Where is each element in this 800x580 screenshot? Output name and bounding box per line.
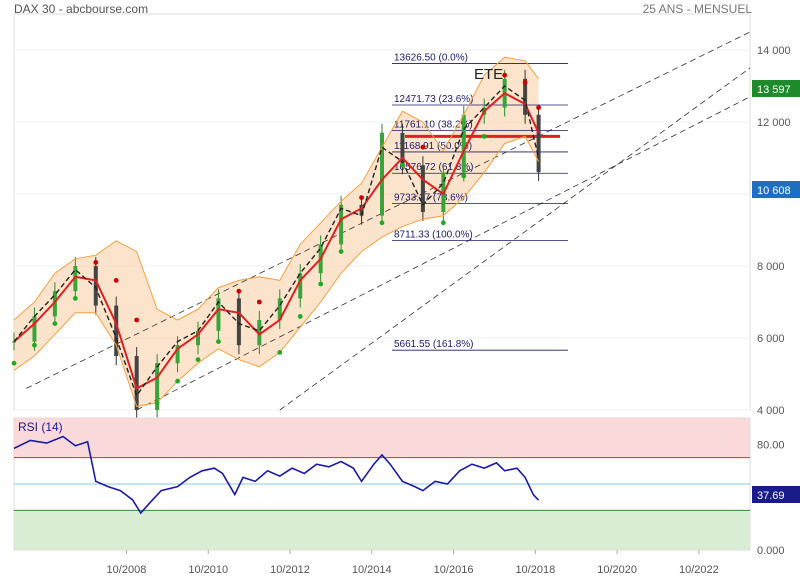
price-bar-body [236, 298, 241, 346]
sar-dot [236, 288, 242, 294]
sar-dot [420, 144, 426, 150]
fibonacci-level-label: 11168.91 (50.0%) [394, 141, 472, 152]
sar-dot [216, 339, 221, 344]
price-bar-body [523, 78, 528, 115]
rsi-oversold-zone [14, 510, 750, 550]
rsi-value-tag-label: 37.69 [757, 490, 785, 502]
price-bar-body [32, 316, 37, 342]
x-tick-label: 10/2008 [107, 564, 147, 576]
price-bar-body [257, 320, 262, 346]
fibonacci-level-label: 9733.27 (78.6%) [394, 193, 468, 204]
sar-dot [32, 342, 37, 348]
trend-channel-line [279, 67, 751, 411]
price-bar-body [52, 291, 57, 317]
price-bar-body [134, 356, 139, 410]
trend-channel-line [136, 96, 751, 411]
price-bar-body [216, 298, 221, 331]
price-bar-body [196, 330, 200, 346]
x-axis: 10/2008 10/2010 10/2012 10/2014 10/2016 10/20… [107, 550, 719, 576]
y-tick-label: 4 000 [757, 405, 785, 417]
sar-dot [318, 281, 324, 287]
sar-dot [359, 195, 364, 201]
rsi-value-tag [752, 486, 800, 503]
price-bar-body [380, 132, 384, 216]
rsi-line [13, 435, 540, 515]
rsi-overbought-zone [14, 418, 750, 458]
last-price-tag [752, 80, 800, 97]
price-bar-body [155, 363, 160, 410]
price-bar-body [298, 273, 303, 299]
x-tick-label: 10/2020 [597, 564, 637, 576]
fibonacci-level-label: 11761.10 (38.2%) [394, 120, 473, 131]
x-tick-label: 10/2012 [270, 564, 310, 576]
sar-dot [256, 299, 262, 305]
last-price-tag-label: 13 597 [757, 84, 791, 96]
sar-dot [481, 134, 487, 139]
mm-5-line [13, 85, 540, 398]
price-bar-body [73, 266, 78, 292]
sar-dot [400, 162, 405, 168]
sar-dot [72, 296, 78, 301]
rsi-y-tick-label: 80.00 [757, 439, 785, 451]
price-bar-body [420, 165, 425, 212]
sar-dot [52, 321, 58, 326]
sar-dot [440, 220, 446, 226]
y-tick-label: 12 000 [757, 117, 791, 129]
price-bar-body [359, 204, 364, 216]
fibonacci-level-label: 13626.50 (0.0%) [394, 52, 468, 63]
price-bar-body [175, 345, 180, 364]
price-bar-body [114, 305, 119, 356]
fibonacci-level-label: 8711.33 (100.0%) [394, 229, 473, 240]
price-bar-body [536, 114, 541, 173]
x-tick-label: 10/2014 [352, 564, 392, 576]
rsi-panel: RSI (14) 80.00 0.000 37.69 [13, 417, 800, 557]
price-bar-body [339, 204, 344, 245]
price-bar-body [12, 341, 16, 343]
y-tick-label: 14 000 [757, 45, 791, 57]
bollinger-band-area [14, 57, 539, 407]
rsi-title: RSI (14) [18, 420, 63, 434]
price-bar-body [93, 266, 98, 306]
x-tick-label: 10/2010 [188, 564, 228, 576]
chart-period-label: 25 ANS - MENSUEL [642, 2, 752, 16]
sar-dot [536, 105, 542, 110]
bollinger-upper-line [13, 56, 540, 321]
fibonacci-level-label: 12471.73 (23.6%) [394, 94, 474, 105]
current-price-tag [752, 181, 800, 198]
fibonacci-level-label: 5661.55 (161.8%) [394, 339, 474, 350]
rsi-y-tick-label: 0.000 [757, 545, 785, 557]
current-price-tag-label: 10 608 [757, 185, 791, 197]
sar-dot [11, 360, 17, 366]
sar-dot [522, 80, 528, 85]
fibonacci-level-label: 10576.72 (61.8%) [394, 162, 474, 173]
sar-dot [297, 314, 303, 319]
x-tick-label: 10/2022 [679, 564, 719, 576]
ete-annotation: ETE [474, 66, 503, 83]
sar-dot [175, 378, 180, 384]
price-bar-body [461, 114, 466, 173]
sar-dot [113, 278, 119, 283]
sar-dot [93, 260, 99, 265]
sar-dot [277, 350, 283, 355]
price-bar-body [400, 132, 405, 166]
sar-dot [134, 317, 140, 323]
sar-dot [195, 357, 201, 362]
trend-channel-line [26, 31, 751, 389]
sar-dot [461, 173, 467, 179]
price-bar-body [277, 298, 282, 320]
mm-10-line [13, 91, 540, 390]
x-tick-label: 10/2016 [434, 564, 474, 576]
sar-dot [154, 400, 160, 406]
x-tick-label: 10/2018 [515, 564, 555, 576]
sar-dot [379, 220, 385, 226]
y-tick-label: 8 000 [757, 261, 785, 273]
sar-dot [502, 72, 508, 78]
sar-dot [338, 249, 344, 255]
y-tick-label: 6 000 [757, 333, 785, 345]
chart-symbol-title: DAX 30 - abcbourse.com [14, 2, 149, 16]
